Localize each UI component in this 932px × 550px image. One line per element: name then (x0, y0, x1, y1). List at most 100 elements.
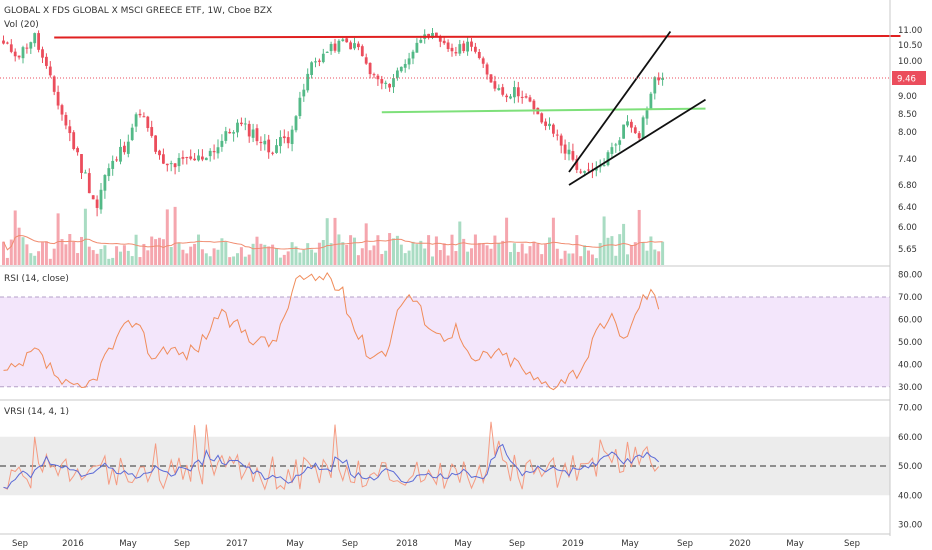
candle-body (509, 96, 512, 99)
candle-body (2, 40, 5, 44)
candle-body (544, 121, 547, 126)
candle-body (637, 133, 641, 139)
time-tick-label: 2020 (729, 539, 751, 549)
time-tick-label: Sep (844, 539, 860, 549)
volume-bar (626, 254, 629, 265)
time-tick-label: Sep (174, 539, 190, 549)
volume-bar (29, 253, 33, 265)
candle-body (103, 175, 107, 191)
candle-body (345, 38, 349, 43)
candle-body (134, 114, 138, 127)
volume-bar (657, 251, 661, 265)
candle-body (485, 64, 489, 75)
volume-bar (325, 218, 329, 265)
candle-body (372, 74, 376, 76)
candle-body (598, 166, 602, 168)
volume-bar (419, 240, 423, 265)
candle-body (298, 97, 302, 117)
candle-body (189, 156, 193, 159)
volume-bar (423, 248, 427, 265)
volume-bar (310, 249, 314, 265)
rsi-pane[interactable] (0, 271, 890, 391)
candle-body (407, 58, 411, 65)
volume-bar (641, 242, 645, 265)
candle-body (411, 51, 415, 59)
volume-bar (107, 258, 111, 265)
volume-bar (126, 250, 130, 265)
volume-bar (512, 243, 516, 265)
volume-bar (610, 236, 614, 265)
candle-body (204, 157, 208, 161)
volume-bar (427, 235, 431, 265)
volume-bar (165, 209, 169, 265)
volume-bar (583, 245, 587, 265)
candle-body (470, 41, 473, 47)
candle-body (173, 163, 177, 168)
rsi-tick-label: 30.00 (898, 383, 922, 393)
candle-body (555, 134, 559, 136)
candle-body (571, 151, 575, 160)
volume-label: Vol (20) (4, 20, 39, 30)
volume-bar (489, 248, 493, 265)
volume-bar (193, 243, 197, 265)
volume-bar (169, 247, 173, 265)
volume-bar (559, 258, 563, 265)
time-tick-label: Sep (12, 539, 28, 549)
candle-body (325, 51, 329, 53)
candle-body (263, 140, 267, 145)
candle-body (321, 53, 325, 63)
candle-body (45, 56, 48, 66)
volume-bar (282, 254, 286, 265)
volume-bar (528, 246, 532, 265)
volume-bar (267, 246, 271, 265)
volume-bar (44, 241, 48, 265)
volume-bar (567, 253, 571, 265)
candle-body (513, 87, 516, 98)
volume-bar (329, 243, 333, 265)
price-tick-label: 8.00 (898, 128, 917, 138)
candle-body (505, 95, 508, 98)
candle-body (427, 33, 430, 38)
resistance-line (54, 35, 901, 39)
volume-bar (64, 244, 68, 265)
volume-bar (403, 253, 407, 265)
volume-bar (130, 256, 134, 265)
candle-body (376, 75, 380, 80)
price-tick-label: 8.50 (898, 110, 917, 120)
price-tick-label: 10.00 (898, 57, 922, 67)
vrsi-pane[interactable] (0, 421, 890, 496)
candle-body (540, 113, 544, 123)
candle-body (477, 51, 481, 59)
volume-bar (450, 234, 454, 265)
volume-bar (76, 253, 80, 265)
volume-bar (290, 242, 294, 265)
volume-bar (161, 239, 165, 265)
volume-bar (548, 237, 551, 265)
volume-bar (9, 239, 13, 265)
volume-bar (95, 253, 99, 265)
price-pane[interactable] (0, 2, 901, 266)
volume-bar (446, 255, 450, 265)
price-tick-label: 6.40 (898, 203, 917, 213)
candle-body (431, 33, 434, 38)
candle-body (399, 66, 403, 72)
volume-bar (208, 256, 212, 265)
candle-body (232, 132, 235, 134)
volume-bar (216, 249, 220, 265)
volume-bar (473, 234, 477, 265)
candle-body (130, 127, 134, 141)
price-tick-label: 7.40 (898, 155, 917, 165)
volume-bar (115, 246, 119, 265)
candle-body (333, 43, 337, 51)
volume-bar (356, 255, 360, 265)
volume-bar (247, 254, 251, 265)
rsi-tick-label: 60.00 (898, 315, 922, 325)
wedge-upper-line (568, 30, 672, 173)
candle-body (9, 44, 13, 52)
candle-body (126, 141, 130, 154)
volume-bar (294, 246, 298, 265)
volume-bar (431, 256, 434, 265)
candle-body (329, 44, 333, 52)
